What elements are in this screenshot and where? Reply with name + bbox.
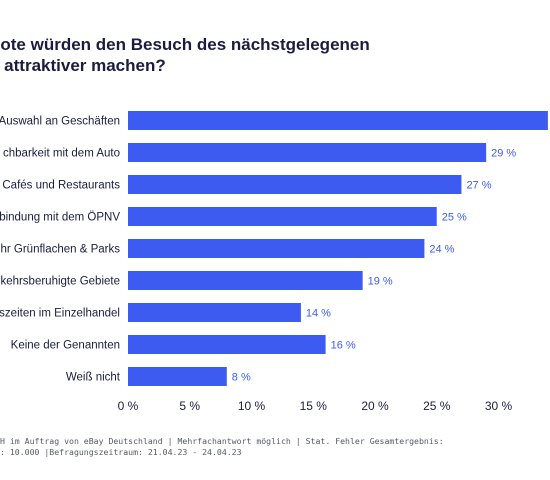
value-label-6: 14 % xyxy=(306,308,331,320)
x-tick-label-4: 20 % xyxy=(361,399,389,413)
bar-7 xyxy=(128,335,326,354)
footnote-line-2: : 10.000 |Befragungszeitraum: 21.04.23 -… xyxy=(0,447,242,457)
bar-5 xyxy=(128,271,363,290)
value-label-5: 19 % xyxy=(368,276,393,288)
footnote: H im Auftrag von eBay Deutschland | Mehr… xyxy=(0,436,550,458)
bar-0 xyxy=(128,111,548,130)
x-tick-label-2: 10 % xyxy=(238,399,266,413)
category-label-5: kehrsberuhigte Gebiete xyxy=(0,276,120,288)
bars-group xyxy=(128,111,548,386)
bar-8 xyxy=(128,367,227,386)
footnote-line-1: H im Auftrag von eBay Deutschland | Mehr… xyxy=(0,436,444,446)
bar-4 xyxy=(128,239,425,258)
bar-2 xyxy=(128,175,462,194)
value-label-3: 25 % xyxy=(442,212,467,224)
category-label-4: ehr Grünflachen & Parks xyxy=(0,244,120,256)
category-label-1: chbarkeit mit dem Auto xyxy=(3,148,120,160)
chart-title-line-2: s attraktiver machen? xyxy=(0,56,166,75)
bar-1 xyxy=(128,143,487,162)
value-labels-group: 29 % 27 % 25 % 24 % 19 % 14 % 16 % 8 % xyxy=(232,148,517,384)
x-tick-label-0: 0 % xyxy=(118,399,139,413)
value-label-2: 27 % xyxy=(466,180,491,192)
bar-6 xyxy=(128,303,301,322)
category-label-3: bindung mit dem ÖPNV xyxy=(0,212,120,224)
x-tick-labels-group: 0 %5 %10 %15 %20 %25 %30 %3 xyxy=(118,399,513,413)
category-label-0: Auswahl an Geschäften xyxy=(0,116,120,128)
x-tick-label-5: 25 % xyxy=(423,399,451,413)
chart-title-line-1: bote würden den Besuch des nächstgelegen… xyxy=(0,35,370,54)
value-label-4: 24 % xyxy=(429,244,454,256)
x-tick-label-6: 30 % xyxy=(485,399,513,413)
category-label-7: Keine der Genannten xyxy=(11,340,120,352)
category-label-8: Weiß nicht xyxy=(66,372,121,384)
bar-3 xyxy=(128,207,437,226)
value-label-7: 16 % xyxy=(331,340,356,352)
chart-title: bote würden den Besuch des nächstgelegen… xyxy=(0,34,520,76)
category-label-6: szeiten im Einzelhandel xyxy=(0,308,120,320)
x-tick-label-1: 5 % xyxy=(179,399,200,413)
value-label-1: 29 % xyxy=(491,148,516,160)
x-tick-label-3: 15 % xyxy=(300,399,328,413)
value-label-8: 8 % xyxy=(232,372,251,384)
category-labels-group: Auswahl an Geschäften chbarkeit mit dem A… xyxy=(0,116,121,384)
category-label-2: r Cafés und Restaurants xyxy=(0,180,120,192)
